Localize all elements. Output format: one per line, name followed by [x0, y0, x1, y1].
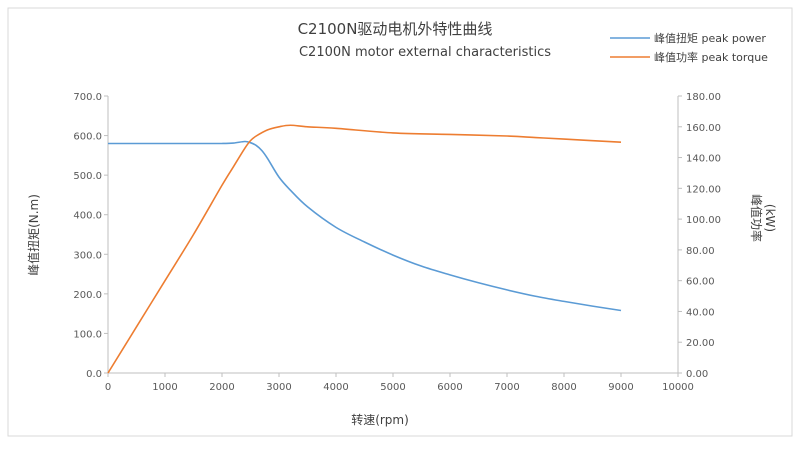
chart-title: C2100N驱动电机外特性曲线 [298, 20, 493, 38]
right-y-tick-label: 180.00 [686, 92, 721, 103]
legend-label-torque: 峰值扭矩 peak power [654, 31, 766, 45]
left-y-axis-title: 峰值扭矩(N.m) [26, 194, 41, 276]
left-y-tick-label: 500.0 [73, 171, 102, 182]
left-y-tick-label: 0.0 [86, 369, 102, 380]
x-tick-label: 8000 [551, 382, 576, 393]
left-y-tick-label: 700.0 [73, 92, 102, 103]
x-tick-label: 9000 [608, 382, 633, 393]
series-layer [107, 124, 622, 374]
x-tick-label: 0 [105, 382, 111, 393]
left-y-tick-label: 300.0 [73, 250, 102, 261]
left-y-tick-label: 400.0 [73, 211, 102, 222]
x-axis-ticks: 0 1000 2000 3000 4000 5000 6000 7000 8000 9000 100… [105, 373, 694, 393]
right-y-tick-label: 80.00 [686, 246, 715, 257]
chart-subtitle: C2100N motor external characteristics [299, 45, 551, 60]
left-y-tick-label: 200.0 [73, 290, 102, 301]
right-y-axis-title-line2: (kW) [763, 204, 777, 232]
right-y-tick-label: 120.00 [686, 184, 721, 195]
left-y-tick-label: 600.0 [73, 132, 102, 143]
x-tick-label: 2000 [209, 382, 234, 393]
x-tick-label: 10000 [662, 382, 694, 393]
right-y-axis-ticks: 0.00 20.00 40.00 60.00 80.00 100.00 120.00 140.… [678, 92, 721, 380]
right-y-tick-label: 160.00 [686, 123, 721, 134]
x-tick-label: 1000 [152, 382, 177, 393]
left-y-axis-ticks: 0.0 100.0 200.0 300.0 400.0 500.0 600.0 700.0 [73, 92, 108, 380]
right-y-tick-label: 0.00 [686, 369, 708, 380]
x-axis-title: 转速(rpm) [351, 412, 409, 427]
legend-label-power: 峰值功率 peak torque [654, 50, 768, 64]
chart-frame [7, 7, 793, 437]
right-y-tick-label: 40.00 [686, 307, 715, 318]
right-y-axis-title-line1: 峰值功率 [749, 194, 764, 242]
right-y-tick-label: 20.00 [686, 338, 715, 349]
right-y-axis-title: 峰值功率 (kW) [749, 194, 777, 242]
series-line-peak-power [107, 124, 622, 374]
series-line-peak-torque [108, 140, 622, 312]
right-y-tick-label: 100.00 [686, 215, 721, 226]
right-y-tick-label: 140.00 [686, 154, 721, 165]
x-tick-label: 5000 [380, 382, 405, 393]
x-tick-label: 7000 [494, 382, 519, 393]
x-tick-label: 4000 [323, 382, 348, 393]
x-tick-label: 3000 [266, 382, 291, 393]
legend: 峰值扭矩 peak power 峰值功率 peak torque [610, 31, 768, 64]
right-y-tick-label: 60.00 [686, 277, 715, 288]
x-tick-label: 6000 [437, 382, 462, 393]
left-y-tick-label: 100.0 [73, 329, 102, 340]
